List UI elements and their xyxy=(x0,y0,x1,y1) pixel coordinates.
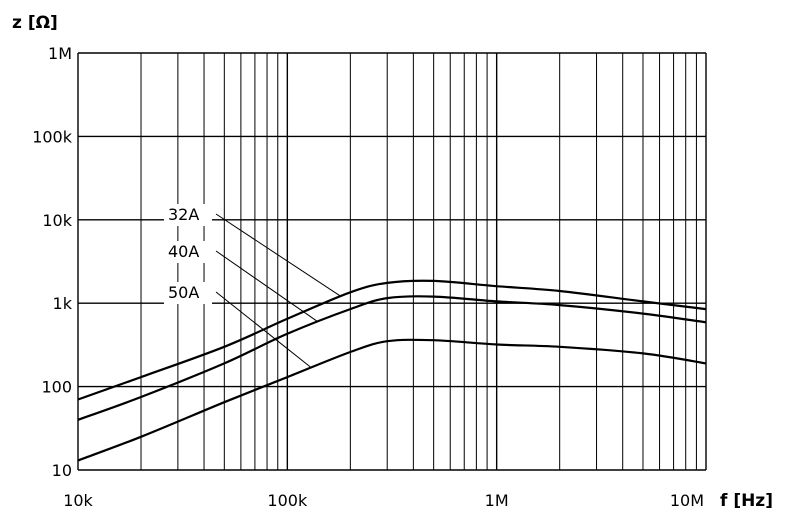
grid-minor-lines xyxy=(140,53,697,470)
y-tick-label: 100 xyxy=(41,378,72,397)
y-tick-label: 10 xyxy=(52,461,72,480)
x-tick-label: 100k xyxy=(267,491,308,510)
x-tick-label: 10M xyxy=(670,491,704,510)
legend: 32A 40A 50A xyxy=(164,204,212,304)
x-tick-label: 10k xyxy=(63,491,93,510)
leader-line-40a xyxy=(215,250,319,323)
y-tick-label: 1M xyxy=(48,44,72,63)
legend-label-32a: 32A xyxy=(168,205,199,224)
leader-line-32a xyxy=(215,213,342,297)
series-line-50a xyxy=(77,338,707,462)
legend-label-bg xyxy=(164,241,212,263)
series-curves xyxy=(77,279,707,462)
legend-leader-lines xyxy=(215,213,342,368)
y-tick-label: 10k xyxy=(42,211,72,230)
y-tick-labels: 10 100 1k 10k 100k 1M xyxy=(32,44,73,480)
legend-label-50a: 50A xyxy=(168,283,199,302)
series-line-40a xyxy=(77,295,707,421)
y-tick-label: 1k xyxy=(53,294,73,313)
y-axis-title: z [Ω] xyxy=(12,13,58,33)
x-axis-title: f [Hz] xyxy=(720,491,773,511)
legend-label-bg xyxy=(164,204,212,226)
x-tick-label: 1M xyxy=(485,491,509,510)
series-line-32a xyxy=(77,279,707,401)
legend-label-bg xyxy=(164,282,212,304)
legend-label-40a: 40A xyxy=(168,242,199,261)
x-tick-labels: 10k 100k 1M 10M xyxy=(63,491,704,510)
y-tick-label: 100k xyxy=(32,127,73,146)
